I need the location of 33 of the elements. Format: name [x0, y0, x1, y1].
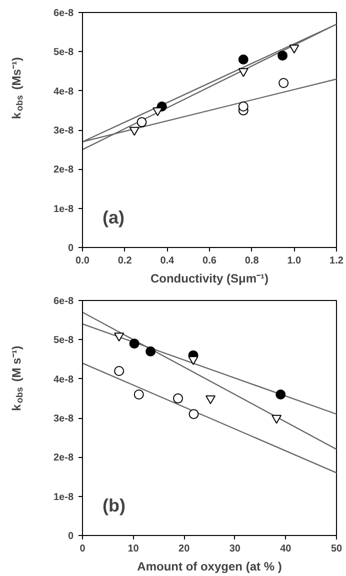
x-tick-label: 0.8 [244, 256, 260, 266]
y-tick-label: 3e-8 [53, 414, 74, 424]
x-axis-title: Amount of oxygen (at % ) [137, 560, 282, 574]
y-tick-label: 5e-8 [53, 335, 74, 346]
y-axis-title: kobs (Ms⁻¹) [10, 57, 24, 120]
x-tick-label: 50 [330, 544, 342, 554]
x-tick-label: 30 [229, 544, 241, 554]
x-tick-label: 0.4 [160, 256, 175, 266]
annotation: (a) [102, 208, 125, 228]
y-tick-label: 4e-8 [53, 374, 74, 386]
y-tick-label: 0 [68, 243, 74, 254]
y-tick-label: 4e-8 [53, 86, 74, 98]
y-axis-title: kobs (M s⁻¹) [10, 346, 24, 412]
x-tick-label: 40 [280, 544, 292, 554]
x-tick-label: 1.2 [330, 256, 344, 266]
y-tick-label: 3e-8 [53, 126, 74, 136]
x-axis-title: Conductivity (Sμm⁻¹) [150, 272, 269, 286]
y-tick-label: 5e-8 [53, 47, 74, 58]
y-tick-label: 6e-8 [53, 296, 74, 307]
y-tick-label: 2e-8 [53, 164, 74, 176]
y-tick-label: 2e-8 [53, 452, 74, 464]
y-tick-label: 1e-8 [53, 204, 74, 215]
x-tick-label: 10 [128, 544, 140, 554]
x-tick-label: 0.6 [202, 256, 217, 266]
x-tick-label: 0 [80, 544, 86, 554]
y-tick-label: 6e-8 [53, 8, 74, 19]
y-tick-label: 0 [68, 531, 74, 542]
x-tick-label: 0.0 [76, 256, 90, 266]
x-tick-label: 20 [178, 544, 190, 554]
annotation: (b) [102, 496, 126, 516]
x-tick-label: 1.0 [287, 256, 302, 266]
x-tick-label: 0.2 [118, 256, 132, 266]
y-tick-label: 1e-8 [53, 492, 74, 503]
